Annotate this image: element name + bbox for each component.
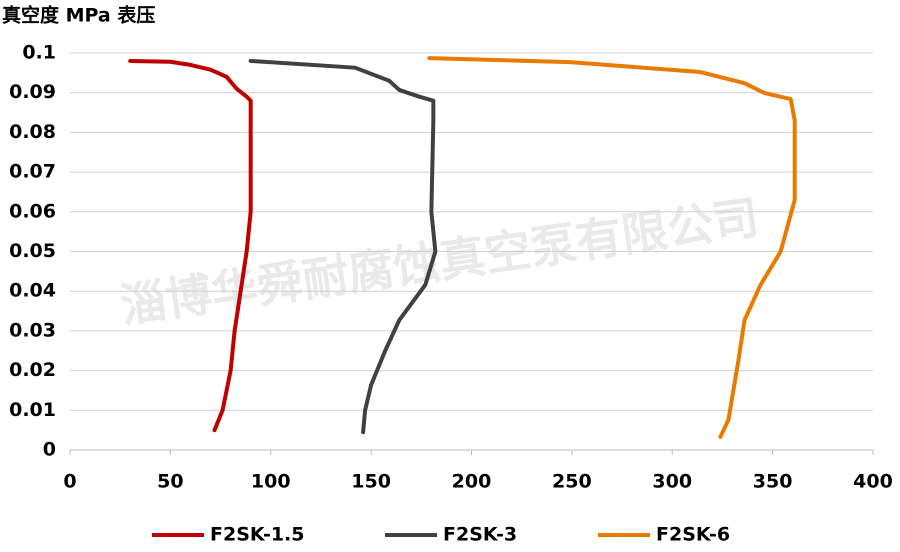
x-tick-label: 400	[853, 471, 893, 493]
y-tick-label: 0.07	[9, 161, 56, 183]
x-tick-label: 200	[452, 471, 492, 493]
series-line	[427, 56, 797, 439]
x-tick-label: 150	[351, 471, 391, 493]
series-line	[128, 58, 253, 433]
y-tick-label: 0.09	[9, 81, 56, 103]
y-tick-label: 0.1	[22, 42, 56, 64]
legend-label: F2SK-1.5	[210, 524, 305, 546]
x-tick-label: 0	[63, 471, 76, 493]
x-tick-label: 50	[157, 471, 183, 493]
legend-label: F2SK-6	[656, 524, 730, 546]
x-tick-label: 300	[652, 471, 692, 493]
y-tick-label: 0.06	[9, 200, 56, 222]
y-tick-label: 0.03	[9, 319, 56, 341]
legend-label: F2SK-3	[443, 524, 517, 546]
y-tick-label: 0.01	[9, 399, 56, 421]
y-tick-label: 0.05	[9, 240, 56, 262]
x-tick-label: 350	[753, 471, 793, 493]
y-tick-label: 0.08	[9, 121, 56, 143]
series-line	[248, 58, 438, 435]
y-tick-label: 0	[43, 439, 56, 461]
chart-title: 真空度 MPa 表压	[2, 4, 155, 27]
x-tick-label: 100	[251, 471, 291, 493]
x-tick-label: 250	[552, 471, 592, 493]
y-tick-label: 0.02	[9, 359, 56, 381]
y-tick-label: 0.04	[9, 280, 56, 302]
